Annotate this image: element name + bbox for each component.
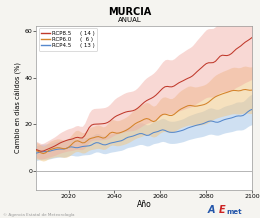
Text: E: E (218, 205, 225, 215)
Text: © Agencia Estatal de Meteorología: © Agencia Estatal de Meteorología (3, 213, 74, 217)
Legend: RCP8.5     ( 14 ), RCP6.0     (  6 ), RCP4.5     ( 13 ): RCP8.5 ( 14 ), RCP6.0 ( 6 ), RCP4.5 ( 13… (38, 28, 98, 51)
Text: ANUAL: ANUAL (118, 17, 142, 24)
Text: MURCIA: MURCIA (108, 7, 152, 17)
Text: A: A (208, 205, 216, 215)
Y-axis label: Cambio en días cálidos (%): Cambio en días cálidos (%) (15, 62, 22, 153)
X-axis label: Año: Año (137, 200, 152, 209)
Text: met: met (226, 209, 242, 215)
